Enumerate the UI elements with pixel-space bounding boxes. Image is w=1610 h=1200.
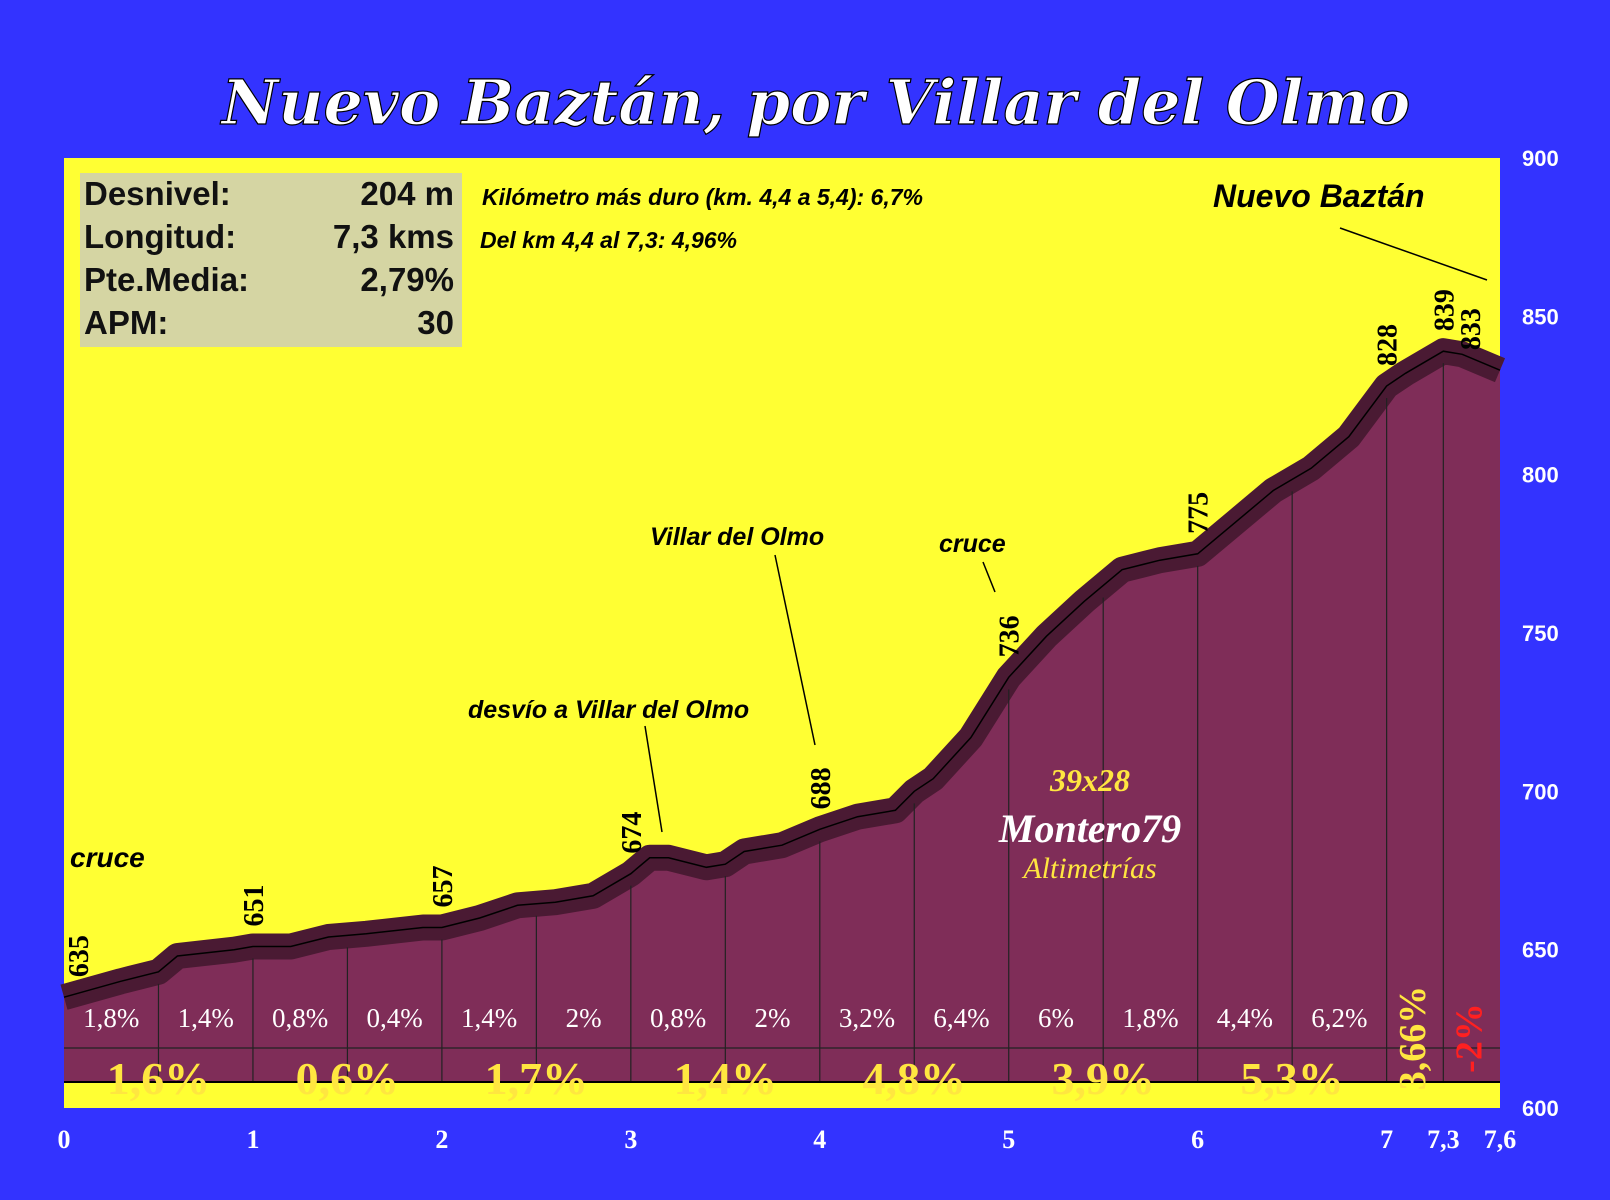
y-tick-label: 650 [1522,938,1559,963]
km-gradient: 1,6% [107,1053,211,1104]
half-km-gradient: 1,8% [1122,1003,1178,1033]
x-tick-label: 5 [1002,1125,1015,1154]
half-km-gradient: 2% [566,1003,602,1033]
stat-row-longitud: Longitud: 7,3 kms [84,218,454,260]
elevation-label: 635 [64,935,95,977]
elevation-label: 839 [1429,289,1460,331]
y-tick-label: 600 [1522,1096,1559,1121]
x-tick-label: 7,6 [1484,1125,1517,1154]
elevation-label: 688 [806,767,837,809]
annotation-villar: Villar del Olmo [650,523,824,551]
x-tick-label: 2 [435,1125,448,1154]
elevation-label: 651 [239,885,270,927]
elevation-label: 736 [995,615,1026,657]
km-gradient: 1,4% [674,1053,778,1104]
note-final-section: Del km 4,4 al 7,3: 4,96% [480,227,737,253]
stat-value: 7,3 kms [332,218,454,255]
half-km-gradient: 4,4% [1217,1003,1273,1033]
stat-label: Desnivel: [84,175,231,212]
stat-value: 30 [417,304,454,341]
x-tick-label: 3 [624,1125,637,1154]
half-km-gradient: 6,4% [933,1003,989,1033]
annotation-leader [644,725,663,833]
road-edge [63,350,1501,998]
author-label: Montero79 [998,806,1181,851]
half-km-gradient: 6,2% [1311,1003,1367,1033]
elevation-label: 775 [1184,492,1215,534]
stat-row-apm: APM: 30 [84,304,454,346]
chart-title: Nuevo Baztán, por Villar del Olmo [220,66,1411,139]
km-gradient: 0,6% [296,1053,400,1104]
km-gradient: 4,8% [863,1053,967,1104]
half-km-gradient: 0,8% [272,1003,328,1033]
elevation-label: 657 [428,866,459,908]
stat-label: APM: [84,304,169,341]
x-tick-label: 6 [1191,1125,1204,1154]
annotation-nuevo-baztan: Nuevo Baztán [1213,178,1425,214]
y-tick-label: 700 [1522,779,1559,804]
last-segment-gradient: -2% [1449,1003,1491,1073]
gear-label: 39x28 [1049,762,1130,798]
stat-value: 2,79% [360,261,454,298]
km-gradient: 1,7% [485,1053,589,1104]
x-tick-label: 1 [246,1125,259,1154]
half-km-gradient: 2% [755,1003,791,1033]
author-sub-label: Altimetrías [1021,852,1156,885]
elevation-label: 833 [1456,308,1487,350]
half-km-gradient: 1,4% [178,1003,234,1033]
stat-label: Longitud: [84,218,237,255]
last-segment-gradient: 3,66% [1392,986,1434,1091]
note-hardest-km: Kilómetro más duro (km. 4,4 a 5,4): 6,7% [482,184,923,210]
half-km-gradient: 1,4% [461,1003,517,1033]
half-km-gradient: 0,8% [650,1003,706,1033]
x-tick-label: 7 [1380,1125,1393,1154]
profile-area [64,351,1500,1082]
annotation-leader [774,554,816,746]
annotation-cruce-2: cruce [939,530,1006,558]
half-km-gradient: 3,2% [839,1003,895,1033]
half-km-gradient: 1,8% [83,1003,139,1033]
stat-label: Pte.Media: [84,261,250,298]
y-tick-label: 800 [1522,463,1559,488]
elevation-label: 828 [1373,324,1404,366]
stat-row-pendiente: Pte.Media: 2,79% [84,261,454,303]
annotation-desvio: desvío a Villar del Olmo [468,696,749,724]
half-km-gradient: 0,4% [367,1003,423,1033]
annotation-cruce: cruce [70,842,145,873]
y-tick-label: 850 [1522,304,1559,329]
stat-row-desnivel: Desnivel: 204 m [84,175,454,217]
y-tick-label: 900 [1522,146,1559,171]
half-km-gradient: 6% [1038,1003,1074,1033]
km-gradient: 5,3% [1240,1053,1344,1104]
x-tick-label: 7,3 [1427,1125,1460,1154]
plot-layer: 1,8% 1,4% 0,8% 0,4% 1,4% 2% 0,8% 2% 3,2% 6,4% 6% 1,… [58,146,1559,1154]
stats-box: Desnivel: 204 m Longitud: 7,3 kms Pte.Me… [80,173,462,347]
annotation-leader [982,561,996,593]
x-tick-label: 0 [58,1125,71,1154]
y-tick-label: 750 [1522,621,1559,646]
stat-value: 204 m [360,175,454,212]
elevation-label: 674 [617,812,648,854]
x-tick-label: 4 [813,1125,826,1154]
km-gradient: 3,9% [1051,1053,1155,1104]
annotation-leader [1339,227,1488,281]
